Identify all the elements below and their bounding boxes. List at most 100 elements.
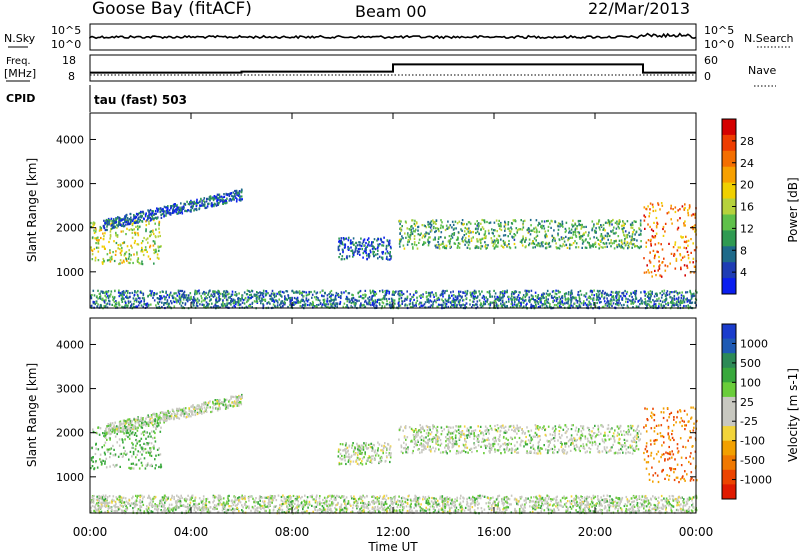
scatter-cell [536,296,539,299]
scatter-cell [116,463,118,466]
scatter-cell [133,418,135,421]
scatter-cell [208,303,211,306]
scatter-cell [234,299,236,302]
scatter-cell [158,224,160,227]
scatter-cell [337,295,340,298]
scatter-cell [167,205,169,208]
scatter-cell [337,450,340,453]
freq-right-tick-top: 60 [704,54,718,67]
scatter-cell [305,297,308,300]
scatter-cell [487,244,489,247]
scatter-cell [610,302,612,305]
scatter-cell [428,232,430,235]
scatter-cell [144,215,147,218]
scatter-cell [363,238,366,241]
scatter-cell [134,425,136,428]
scatter-cell [355,241,357,245]
scatter-cell [118,444,121,447]
scatter-cell [159,245,161,248]
scatter-cell [682,298,685,301]
scatter-cell [440,303,442,306]
scatter-cell [522,220,525,223]
scatter-cell [661,293,663,297]
scatter-cell [232,405,234,408]
scatter-cell [437,237,440,240]
scatter-cell [364,289,367,292]
scatter-cell [192,406,195,409]
scatter-cell [235,200,238,203]
scatter-cell [226,302,228,305]
scatter-cell [119,243,122,246]
scatter-cell [488,221,491,225]
scatter-cell [595,236,598,239]
scatter-cell [609,299,612,302]
scatter-cell [294,302,297,305]
scatter-cell [176,207,178,210]
scatter-cell [681,256,684,259]
scatter-cell [654,306,657,309]
scatter-cell [634,233,636,236]
scatter-cell [281,300,284,303]
scatter-cell [212,290,214,293]
scatter-cell [353,243,355,246]
scatter-cell [624,289,626,293]
scatter-cell [399,290,401,293]
scatter-cell [593,302,595,305]
scatter-cell [676,249,679,252]
scatter-cell [572,224,575,227]
scatter-cell [511,300,513,303]
scatter-cell [111,223,113,226]
scatter-cell [536,234,539,237]
scatter-cell [544,300,546,303]
scatter-cell [141,418,144,421]
scatter-cell [610,230,613,233]
scatter-cell [154,415,157,418]
scatter-cell [439,294,442,297]
scatter-cell [654,292,657,295]
scatter-cell [453,298,456,302]
scatter-cell [399,227,402,230]
scatter-cell [556,297,558,300]
scatter-cell [198,289,200,292]
scatter-cell [463,234,466,237]
scatter-cell [628,242,631,245]
scatter-cell [549,222,551,225]
scatter-cell [572,231,575,234]
scatter-cell [143,298,146,301]
scatter-cell [352,301,355,304]
scatter-cell [340,458,343,461]
scatter-cell [534,300,536,303]
scatter-cell [112,454,115,457]
scatter-cell [456,222,459,225]
scatter-cell [601,235,604,238]
scatter-cell [537,297,540,300]
scatter-cell [134,463,136,466]
scatter-cell [141,453,143,456]
scatter-cell [537,242,539,245]
scatter-cell [206,197,208,200]
scatter-cell [122,422,125,425]
scatter-cell [566,246,569,249]
scatter-cell [133,214,135,217]
scatter-cell [136,225,139,228]
scatter-cell [377,257,379,260]
scatter-cell [214,291,217,294]
scatter-cell [459,295,461,298]
scatter-cell [336,305,338,308]
scatter-cell [419,301,421,304]
scatter-cell [231,395,234,398]
scatter-cell [486,291,489,294]
scatter-cell [453,294,455,297]
scatter-cell [130,428,133,431]
scatter-cell [541,224,544,227]
scatter-cell [216,305,219,308]
scatter-cell [441,221,443,224]
scatter-cell [234,189,236,193]
scatter-cell [102,459,104,462]
scatter-cell [138,467,141,470]
scatter-cell [497,234,500,237]
scatter-cell [237,398,239,401]
scatter-cell [525,306,527,309]
scatter-cell [491,301,493,304]
scatter-cell [148,210,150,213]
